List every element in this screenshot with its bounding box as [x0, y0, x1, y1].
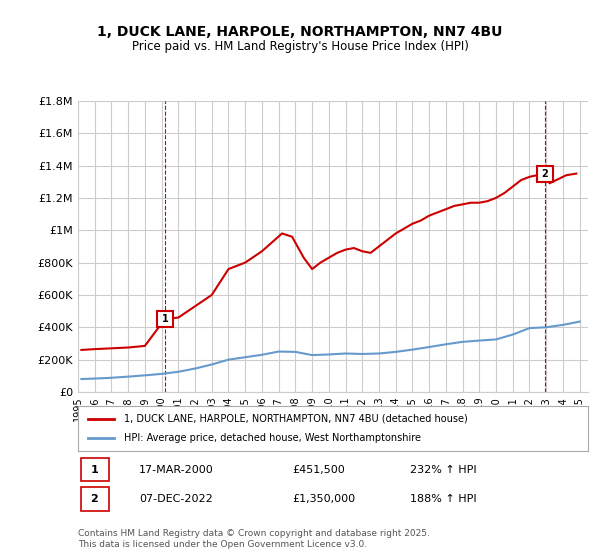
- Text: 1, DUCK LANE, HARPOLE, NORTHAMPTON, NN7 4BU (detached house): 1, DUCK LANE, HARPOLE, NORTHAMPTON, NN7 …: [124, 413, 467, 423]
- FancyBboxPatch shape: [80, 458, 109, 482]
- Text: 1: 1: [91, 465, 98, 475]
- Text: Contains HM Land Registry data © Crown copyright and database right 2025.
This d: Contains HM Land Registry data © Crown c…: [78, 529, 430, 549]
- Text: 2: 2: [91, 494, 98, 504]
- Text: HPI: Average price, detached house, West Northamptonshire: HPI: Average price, detached house, West…: [124, 433, 421, 444]
- FancyBboxPatch shape: [80, 487, 109, 511]
- Text: 17-MAR-2000: 17-MAR-2000: [139, 465, 214, 475]
- Text: Price paid vs. HM Land Registry's House Price Index (HPI): Price paid vs. HM Land Registry's House …: [131, 40, 469, 53]
- Text: 188% ↑ HPI: 188% ↑ HPI: [409, 494, 476, 504]
- Text: 1: 1: [161, 314, 169, 324]
- Text: 07-DEC-2022: 07-DEC-2022: [139, 494, 213, 504]
- Text: 2: 2: [541, 169, 548, 179]
- Text: £1,350,000: £1,350,000: [292, 494, 355, 504]
- Text: 1, DUCK LANE, HARPOLE, NORTHAMPTON, NN7 4BU: 1, DUCK LANE, HARPOLE, NORTHAMPTON, NN7 …: [97, 25, 503, 39]
- Text: 232% ↑ HPI: 232% ↑ HPI: [409, 465, 476, 475]
- Text: £451,500: £451,500: [292, 465, 345, 475]
